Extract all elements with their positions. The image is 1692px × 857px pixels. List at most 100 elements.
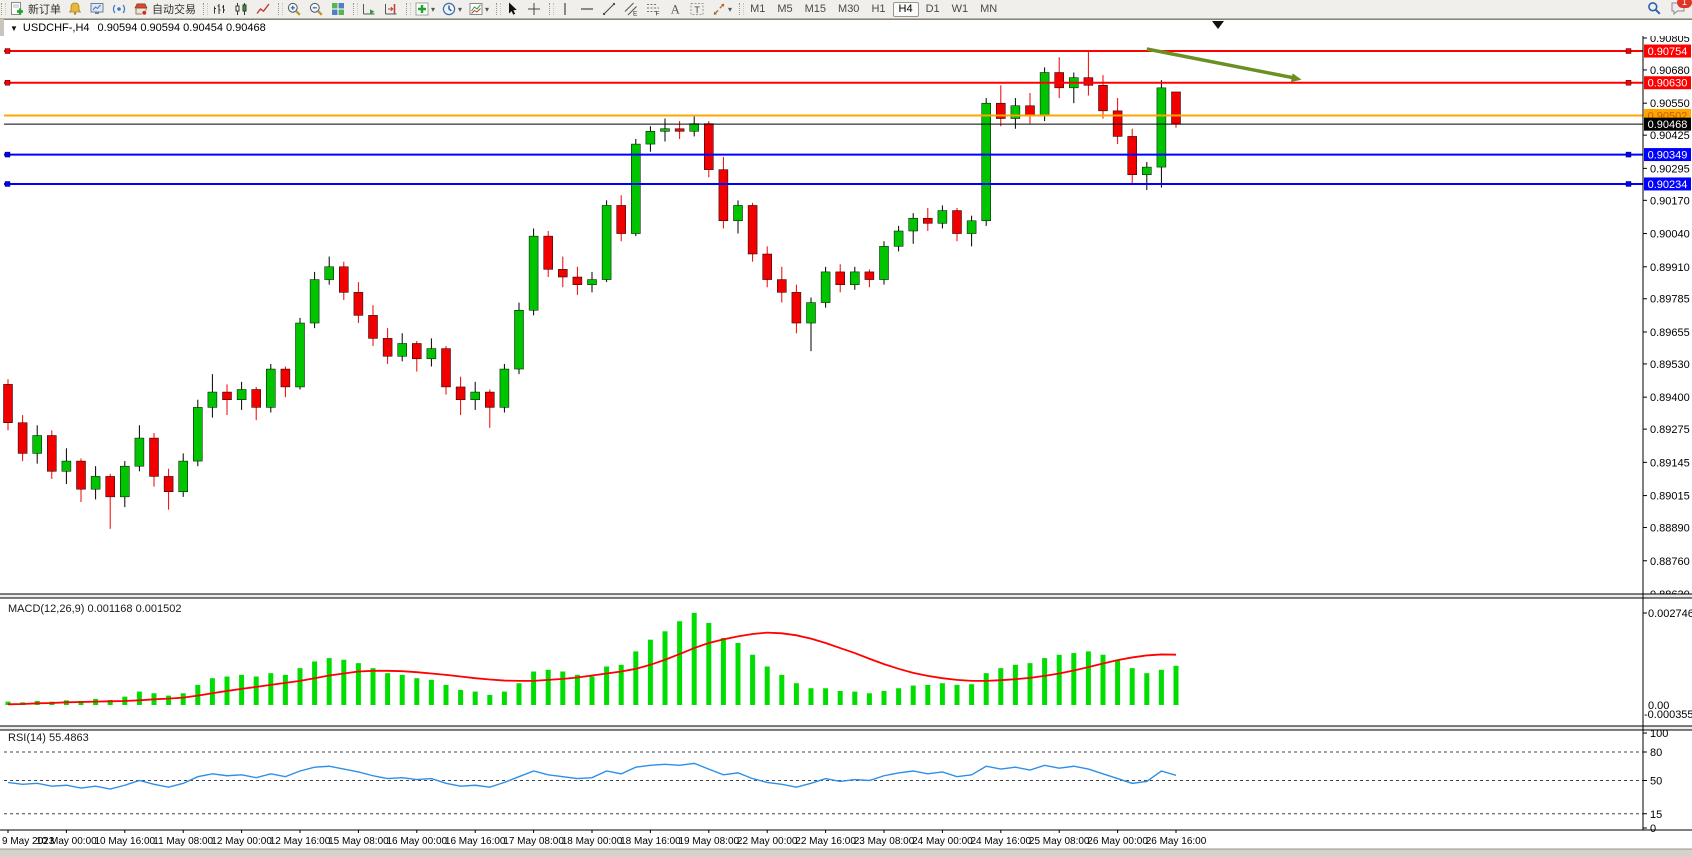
chevron-down-icon[interactable]: ▾ — [458, 4, 463, 14]
candle-bull — [514, 309, 524, 370]
indicators-button[interactable]: ▾ — [412, 1, 437, 17]
macd-histogram-bar — [5, 701, 11, 705]
time-axis-label: 16 May 00:00 — [386, 836, 447, 847]
line-chart-button[interactable] — [253, 1, 273, 17]
macd-histogram-bar — [180, 693, 186, 705]
text-button[interactable]: A — [665, 1, 685, 17]
zoom-out-button[interactable] — [306, 1, 326, 17]
panel-separator[interactable] — [0, 726, 1692, 730]
depth-of-market-button[interactable] — [87, 1, 107, 17]
candle-bull — [134, 437, 145, 467]
panel-separator[interactable] — [0, 594, 1692, 598]
timeframe-h4-button[interactable]: H4 — [892, 1, 919, 17]
macd-histogram-bar — [837, 690, 843, 705]
collapse-arrow-icon[interactable]: ▼ — [10, 23, 18, 33]
zoom-in-button[interactable] — [284, 1, 304, 17]
macd-histogram-bar — [954, 684, 960, 705]
svg-text:E: E — [633, 11, 638, 18]
macd-histogram-bar — [545, 669, 551, 705]
market-button[interactable]: 自动交易 — [131, 1, 198, 17]
candle-bull — [587, 279, 597, 285]
macd-histogram-bar — [983, 673, 989, 705]
new-order-icon — [9, 1, 25, 17]
search-icon[interactable] — [1646, 0, 1662, 19]
timeframe-m15-button[interactable]: M15 — [804, 2, 827, 15]
chevron-down-icon[interactable]: ▾ — [485, 4, 490, 14]
rsi-axis-label: 50 — [1650, 776, 1662, 788]
price-badge — [1644, 76, 1691, 90]
candle-bull — [528, 235, 539, 311]
toolbar-group-5 — [495, 0, 548, 18]
rsi-indicator-label: RSI(14) 55.4863 — [8, 732, 89, 744]
chevron-down-icon[interactable]: ▾ — [431, 4, 436, 14]
arrows-button[interactable]: ▾ — [709, 1, 734, 17]
chat-icon[interactable]: 1 — [1670, 0, 1692, 19]
candle-bear — [996, 102, 1006, 119]
hline-handle[interactable] — [4, 80, 11, 86]
tile-windows-button[interactable] — [328, 1, 348, 17]
timeframe-w1-button[interactable]: W1 — [951, 2, 969, 15]
price-axis-label: 0.89015 — [1650, 491, 1690, 503]
macd-histogram-bar — [78, 700, 84, 705]
macd-histogram-bar — [1158, 669, 1164, 705]
candle-bull — [236, 389, 247, 400]
timeframe-m30-button[interactable]: M30 — [838, 2, 860, 15]
price-badge — [1644, 177, 1691, 191]
templates-button[interactable]: ▾ — [466, 1, 491, 17]
hline-handle[interactable] — [1625, 181, 1632, 187]
timeframe-m1-button[interactable]: M1 — [750, 2, 766, 15]
timeframe-mn-button[interactable]: MN — [980, 2, 998, 15]
chart-shift-button[interactable] — [381, 1, 401, 17]
alerts-button[interactable] — [65, 1, 85, 17]
hline-handle[interactable] — [4, 181, 11, 187]
chevron-down-icon[interactable]: ▾ — [728, 4, 733, 14]
candle-bull — [1142, 166, 1152, 176]
equidistant-channel-icon: E — [623, 1, 639, 17]
macd-histogram-bar — [443, 684, 449, 705]
crosshair-button[interactable] — [524, 1, 544, 17]
hline-handle[interactable] — [4, 48, 11, 54]
candle-bull — [820, 271, 831, 303]
vertical-line-button[interactable] — [555, 1, 575, 17]
text-label-button[interactable]: T — [687, 1, 707, 17]
hline-handle[interactable] — [1625, 151, 1632, 158]
time-axis-label: 16 May 16:00 — [445, 836, 506, 847]
hline-handle[interactable] — [4, 151, 11, 158]
timeframe-m5-button[interactable]: M5 — [777, 2, 793, 15]
candle-bull — [981, 102, 991, 222]
price-badge-text: 0.90754 — [1648, 46, 1688, 58]
auto-scroll-button[interactable] — [359, 1, 379, 17]
chart-end-marker-icon[interactable] — [1212, 21, 1224, 29]
macd-histogram-bar — [370, 668, 376, 705]
macd-histogram-bar — [1115, 659, 1121, 705]
macd-histogram-bar — [647, 639, 653, 705]
hline-handle[interactable] — [1625, 48, 1632, 54]
macd-histogram-bar — [1144, 673, 1150, 705]
horizontal-line-button[interactable] — [577, 1, 597, 17]
trend-arrow-line[interactable] — [1146, 47, 1296, 80]
macd-histogram-bar — [414, 678, 420, 705]
cursor-button[interactable] — [502, 1, 522, 17]
macd-histogram-bar — [399, 674, 405, 705]
fibonacci-button[interactable]: F — [643, 1, 663, 17]
macd-histogram-bar — [516, 683, 522, 705]
macd-histogram-bar — [355, 663, 361, 705]
equidistant-channel-button[interactable]: E — [621, 1, 641, 17]
price-axis-label: 0.89655 — [1650, 327, 1690, 339]
trendline-button[interactable] — [599, 1, 619, 17]
new-order-button[interactable]: 新订单 — [7, 1, 63, 17]
candle-bear — [1112, 110, 1123, 137]
hline-handle[interactable] — [1625, 80, 1632, 86]
timeframe-d1-button[interactable]: D1 — [925, 2, 940, 15]
candlestick-chart-button[interactable] — [231, 1, 251, 17]
timeframe-h1-button[interactable]: H1 — [871, 2, 886, 15]
candle-bear — [616, 205, 626, 234]
trend-arrow-head[interactable] — [1290, 73, 1302, 83]
signals-button[interactable] — [109, 1, 129, 17]
periods-button[interactable]: ▾ — [439, 1, 464, 17]
candle-bear — [251, 389, 261, 408]
macd-histogram-bar — [385, 673, 391, 705]
bar-chart-button[interactable] — [209, 1, 229, 17]
candle-bull — [295, 322, 305, 388]
signals-icon — [111, 1, 127, 17]
